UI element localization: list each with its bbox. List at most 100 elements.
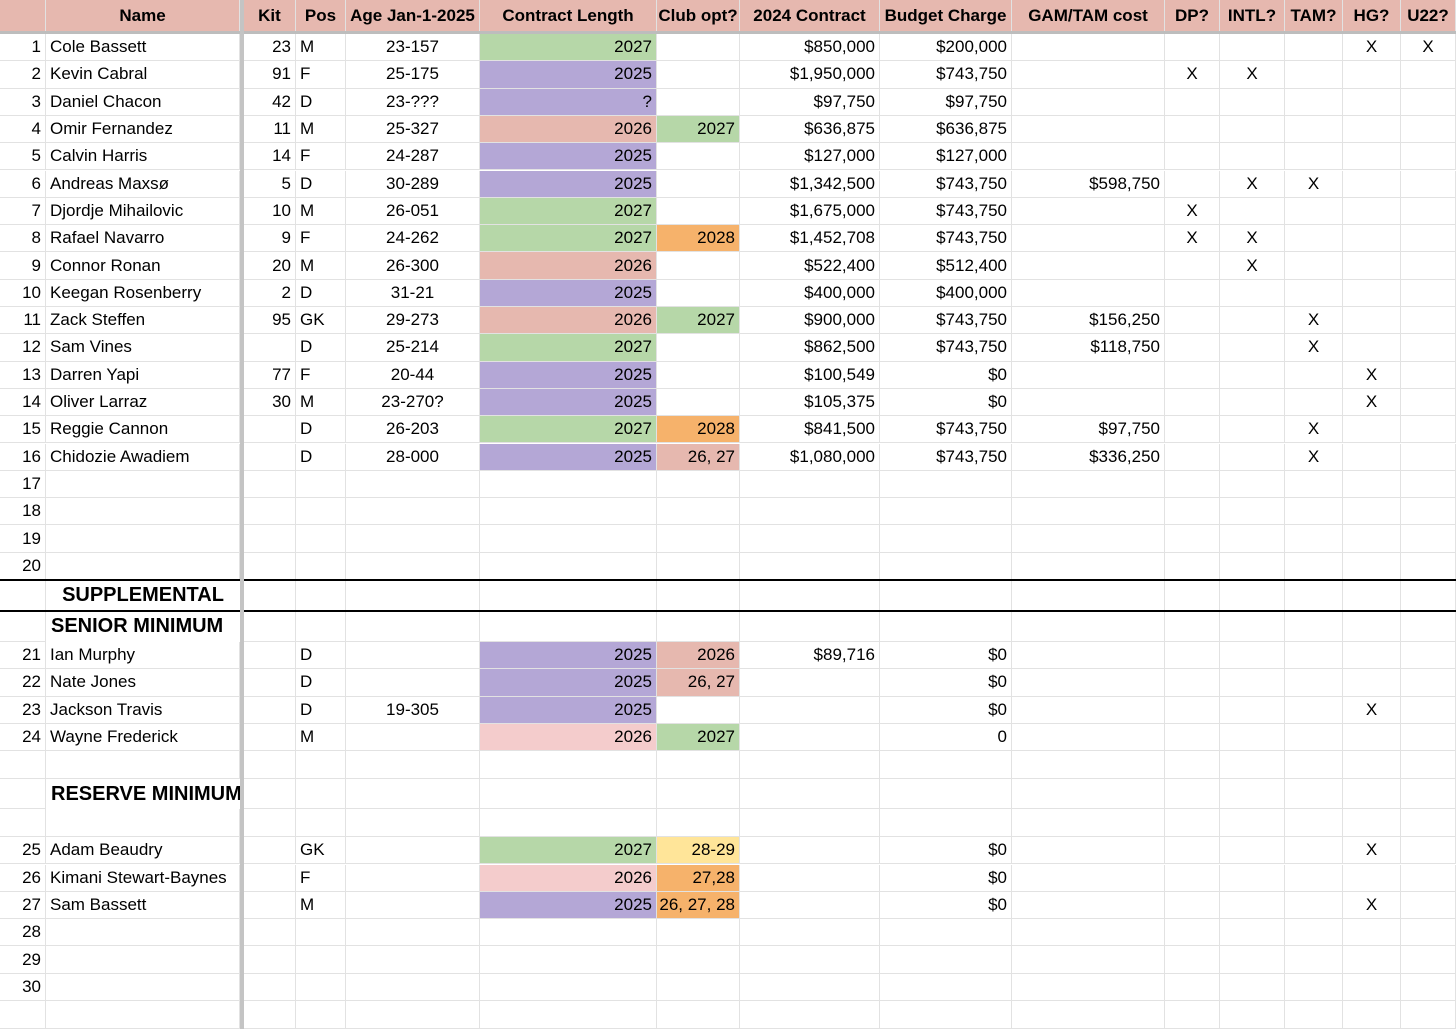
cell: $97,750: [740, 88, 880, 116]
empty-cell: [1343, 611, 1401, 642]
cell: [1343, 416, 1401, 444]
cell: 11: [244, 115, 296, 144]
cell: 2028: [657, 416, 740, 444]
cell: [657, 552, 740, 580]
empty-cell: [1012, 809, 1165, 838]
row-number: 16: [0, 443, 46, 471]
cell: [1401, 470, 1456, 499]
cell: [1343, 115, 1401, 144]
row-number: 17: [0, 470, 46, 499]
cell: $0: [880, 891, 1012, 920]
cell: 20: [244, 252, 296, 280]
empty-cell: [0, 580, 46, 611]
cell: Chidozie Awadiem: [46, 443, 240, 471]
cell: [1012, 919, 1165, 947]
empty-cell: [244, 1001, 296, 1029]
empty-cell: [1220, 611, 1285, 642]
cell: 2025: [480, 170, 657, 198]
cell: D: [296, 642, 346, 670]
cell: [1401, 443, 1456, 471]
cell: [1012, 252, 1165, 280]
row-number: 7: [0, 197, 46, 226]
cell: [346, 470, 480, 499]
cell: [244, 642, 296, 670]
cell: [1012, 143, 1165, 171]
cell: [244, 525, 296, 553]
cell: [740, 669, 880, 697]
cell: X: [1220, 170, 1285, 198]
cell: D: [296, 416, 346, 444]
empty-cell: [1285, 580, 1343, 611]
cell: [1343, 252, 1401, 280]
cell: D: [296, 669, 346, 697]
empty-cell: [1012, 779, 1165, 810]
row-number: 27: [0, 891, 46, 920]
cell: [1012, 361, 1165, 389]
cell: [1165, 170, 1220, 198]
cell: [244, 498, 296, 526]
cell: [880, 525, 1012, 553]
empty-cell: [1401, 809, 1456, 838]
cell: 26, 27: [657, 669, 740, 697]
cell: [244, 416, 296, 444]
cell: X: [1285, 443, 1343, 471]
cell: [244, 669, 296, 697]
cell: $1,675,000: [740, 197, 880, 226]
cell: GK: [296, 837, 346, 865]
cell: [46, 470, 240, 499]
empty-cell: [1285, 751, 1343, 780]
cell: [1401, 307, 1456, 335]
cell: 2027: [480, 334, 657, 362]
cell: [1285, 279, 1343, 307]
cell: [1343, 642, 1401, 670]
cell: Adam Beaudry: [46, 837, 240, 865]
cell: 31-21: [346, 279, 480, 307]
cell: [1285, 973, 1343, 1001]
row-number: 20: [0, 552, 46, 580]
cell: [1165, 864, 1220, 892]
cell: [1220, 416, 1285, 444]
empty-cell: [1343, 1001, 1401, 1029]
cell: Kimani Stewart-Baynes: [46, 864, 240, 892]
cell: M: [296, 723, 346, 752]
empty-cell: [1285, 611, 1343, 642]
empty-cell: [1220, 751, 1285, 780]
empty-cell: [880, 580, 1012, 611]
cell: Andreas Maxsø: [46, 170, 240, 198]
cell: 30-289: [346, 170, 480, 198]
cell: 23-270?: [346, 388, 480, 417]
cell: $97,750: [1012, 416, 1165, 444]
cell: [1401, 946, 1456, 974]
cell: M: [296, 252, 346, 280]
cell: [1220, 115, 1285, 144]
cell: [1343, 307, 1401, 335]
cell: Nate Jones: [46, 669, 240, 697]
column-header: TAM?: [1285, 0, 1343, 32]
cell: 2026: [657, 642, 740, 670]
empty-cell: [740, 1001, 880, 1029]
empty-cell: [880, 779, 1012, 810]
cell: Wayne Frederick: [46, 723, 240, 752]
cell: 25-214: [346, 334, 480, 362]
cell: [1401, 279, 1456, 307]
cell: 29-273: [346, 307, 480, 335]
cell: $127,000: [880, 143, 1012, 171]
cell: 2026: [480, 307, 657, 335]
empty-cell: [296, 611, 346, 642]
cell: [1220, 470, 1285, 499]
cell: [1343, 525, 1401, 553]
cell: 14: [244, 143, 296, 171]
column-header: DP?: [1165, 0, 1220, 32]
cell: [740, 498, 880, 526]
cell: [296, 973, 346, 1001]
cell: [1343, 443, 1401, 471]
empty-cell: [880, 1001, 1012, 1029]
empty-cell: [480, 779, 657, 810]
cell: $1,080,000: [740, 443, 880, 471]
empty-cell: [244, 580, 296, 611]
cell: Zack Steffen: [46, 307, 240, 335]
cell: M: [296, 388, 346, 417]
header-border: [0, 31, 1456, 34]
cell: 2026: [480, 115, 657, 144]
cell: [1285, 34, 1343, 62]
